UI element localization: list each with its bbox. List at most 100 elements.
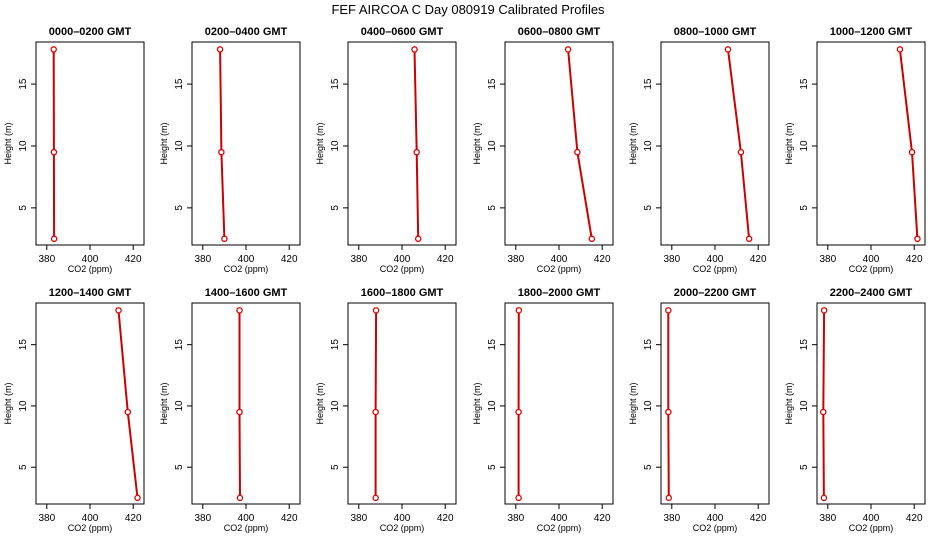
panel-1-xtick-label: 420: [125, 254, 142, 265]
panel-8-point: [236, 307, 243, 314]
panel-12-ytick-label: 15: [799, 339, 810, 351]
panel-5-ytick-label: 15: [643, 78, 654, 90]
panel-2-point: [221, 235, 228, 243]
panel-2-ytick-label: 15: [174, 78, 185, 90]
panel-6-title: 1000–1200 GMT: [830, 26, 913, 38]
panel-5-point: [745, 235, 753, 243]
panel-7-xlabel: CO2 (ppm): [68, 523, 113, 533]
panel-4-xtick-label: 400: [551, 254, 568, 265]
panel-3-xlabel: CO2 (ppm): [380, 264, 425, 274]
panel-9-xtick-label: 400: [394, 513, 411, 524]
panel-10-xtick-label: 420: [594, 513, 611, 524]
panel-7-point: [115, 307, 122, 314]
panel-3-ytick-label: 15: [330, 78, 341, 90]
panel-3-profile-line: [413, 49, 420, 239]
panel-11-xtick-label: 380: [663, 513, 680, 524]
panel-12-xlabel: CO2 (ppm): [849, 523, 894, 533]
panel-8-ytick-label: 5: [174, 464, 185, 470]
panel-12-ytick-label: 5: [799, 464, 810, 470]
panel-2-title: 0200–0400 GMT: [205, 26, 288, 38]
panel-11-xtick-label: 400: [707, 513, 724, 524]
panel-10-title: 1800–2000 GMT: [518, 287, 601, 299]
panel-6-plot-frame: [816, 41, 926, 246]
panel-3-xtick-label: 420: [437, 254, 454, 265]
panel-3-ylabel: Height (m): [315, 122, 325, 164]
panel-12-xtick-label: 400: [863, 513, 880, 524]
panel-12-ytick-label: 10: [799, 400, 810, 412]
panel-5: 0800–1000 GMT 380 400 420 5 10 15 CO2 (ppm) Heig…: [628, 26, 770, 274]
panel-8-plot-frame: [191, 302, 301, 505]
panel-9: 1600–1800 GMT 380 400 420 5 10 15 CO2 (ppm) Heig…: [315, 287, 457, 533]
panel-3-point: [413, 148, 420, 156]
panel-7-ytick-label: 10: [18, 400, 29, 412]
panel-8-point: [236, 494, 244, 502]
panel-6-ytick-label: 15: [799, 78, 810, 90]
panels-group: 0000–0200 GMT 380 400 420 5 10 15 CO2 (ppm) Heig…: [3, 26, 926, 533]
panel-6-xtick-label: 380: [819, 254, 836, 265]
panel-8-profile-line: [238, 310, 241, 498]
panel-6-xtick-label: 420: [906, 254, 923, 265]
panel-1-ytick-label: 15: [18, 78, 29, 90]
panel-1-point: [50, 46, 57, 53]
panel-11-title: 2000–2200 GMT: [674, 287, 757, 299]
panel-9-xlabel: CO2 (ppm): [380, 523, 425, 533]
panel-12-title: 2200–2400 GMT: [830, 287, 913, 299]
panel-10-ytick-label: 10: [487, 400, 498, 412]
panel-9-ylabel: Height (m): [315, 382, 325, 424]
panel-12-ylabel: Height (m): [784, 382, 794, 424]
panel-4-xlabel: CO2 (ppm): [537, 264, 582, 274]
panel-12-xtick-label: 380: [819, 513, 836, 524]
panel-6-xtick-label: 400: [863, 254, 880, 265]
panel-9-xtick-label: 380: [350, 513, 367, 524]
panel-8-xtick-label: 380: [194, 513, 211, 524]
panel-10-point: [515, 408, 522, 416]
panel-11: 2000–2200 GMT 380 400 420 5 10 15 CO2 (ppm) Heig…: [628, 287, 770, 533]
panel-8-title: 1400–1600 GMT: [205, 287, 288, 299]
panel-2-ytick-label: 5: [174, 205, 185, 211]
panel-10-xtick-label: 400: [551, 513, 568, 524]
panel-11-point: [665, 307, 672, 314]
panel-7: 1200–1400 GMT 380 400 420 5 10 15 CO2 (ppm) Heig…: [3, 287, 145, 533]
panel-8-xtick-label: 400: [238, 513, 255, 524]
panel-10-point: [515, 494, 522, 502]
panel-11-xlabel: CO2 (ppm): [693, 523, 738, 533]
panel-4-xtick-label: 420: [594, 254, 611, 265]
panel-7-xtick-label: 400: [82, 513, 99, 524]
panel-6-xlabel: CO2 (ppm): [849, 264, 894, 274]
panel-2-ylabel: Height (m): [159, 122, 169, 164]
panel-7-profile-line: [117, 310, 139, 499]
panel-7-ytick-label: 5: [18, 464, 29, 470]
panel-1-ytick-label: 5: [18, 205, 29, 211]
panel-8-ylabel: Height (m): [159, 382, 169, 424]
panel-12-xtick-label: 420: [906, 513, 923, 524]
panel-5-title: 0800–1000 GMT: [674, 26, 757, 38]
panel-4-plot-frame: [504, 41, 614, 246]
panel-7-title: 1200–1400 GMT: [49, 287, 132, 299]
panel-2: 0200–0400 GMT 380 400 420 5 10 15 CO2 (ppm) Heig…: [159, 26, 301, 274]
panel-8-ytick-label: 10: [174, 400, 185, 412]
panel-1: 0000–0200 GMT 380 400 420 5 10 15 CO2 (ppm) Heig…: [3, 26, 145, 274]
panel-3-xtick-label: 380: [350, 254, 367, 265]
panel-7-xtick-label: 380: [38, 513, 55, 524]
panel-10-ytick-label: 5: [487, 464, 498, 470]
panel-6-ytick-label: 5: [799, 205, 810, 211]
panel-9-ytick-label: 15: [330, 339, 341, 351]
panel-1-point: [50, 235, 58, 243]
panel-4-title: 0600–0800 GMT: [518, 26, 601, 38]
panel-4: 0600–0800 GMT 380 400 420 5 10 15 CO2 (ppm) Heig…: [472, 26, 614, 274]
panel-6: 1000–1200 GMT 380 400 420 5 10 15 CO2 (ppm) Heig…: [784, 26, 926, 274]
panel-3-plot-frame: [347, 41, 457, 246]
panel-2-xlabel: CO2 (ppm): [224, 264, 269, 274]
panel-3-point: [414, 235, 422, 243]
panel-12: 2200–2400 GMT 380 400 420 5 10 15 CO2 (ppm) Heig…: [784, 287, 926, 533]
panel-1-xtick-label: 400: [82, 254, 99, 265]
panel-4-profile-line: [567, 49, 593, 239]
panel-8-ytick-label: 15: [174, 339, 185, 351]
panel-1-ytick-label: 10: [18, 140, 29, 152]
panel-9-ytick-label: 10: [330, 400, 341, 412]
panel-10-xtick-label: 380: [507, 513, 524, 524]
panel-9-ytick-label: 5: [330, 464, 341, 470]
panel-7-xtick-label: 420: [125, 513, 142, 524]
panel-6-point: [896, 46, 904, 53]
